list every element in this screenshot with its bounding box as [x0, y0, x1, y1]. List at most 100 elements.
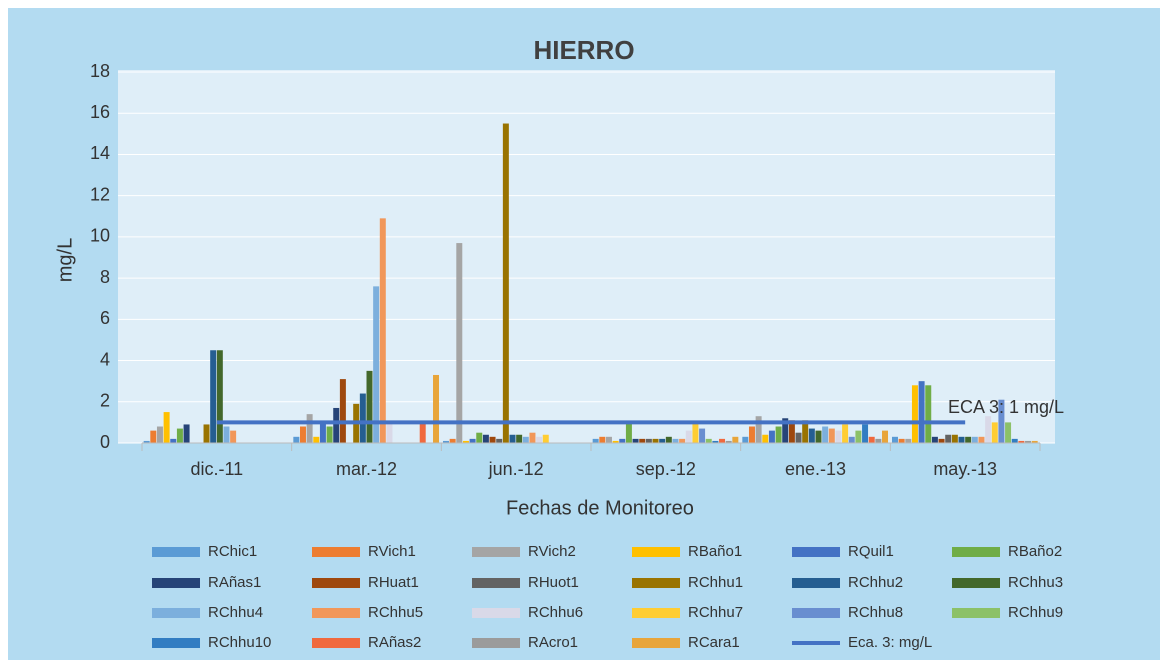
bar: [1005, 422, 1012, 443]
legend-swatch: [632, 608, 680, 618]
bar: [898, 438, 905, 443]
bar: [699, 428, 706, 443]
legend-label: RChhu3: [1008, 574, 1063, 591]
legend-label: RChhu5: [368, 604, 423, 621]
x-tick-label: sep.-12: [636, 459, 696, 479]
legend-label: RChhu4: [208, 604, 263, 621]
bar: [672, 438, 679, 443]
bar: [755, 416, 762, 443]
bar: [905, 438, 912, 443]
bar: [313, 436, 320, 443]
bar: [659, 438, 666, 443]
legend-label: RCara1: [688, 634, 740, 651]
bar: [536, 436, 543, 443]
bar: [156, 426, 163, 443]
bar: [788, 420, 795, 443]
bar: [652, 438, 659, 443]
legend-swatch: [312, 578, 360, 588]
bar: [230, 430, 237, 443]
x-tick-label: mar.-12: [336, 459, 397, 479]
bar: [496, 438, 503, 443]
bar: [998, 399, 1005, 443]
bar: [991, 422, 998, 443]
legend-label: RChhu6: [528, 604, 583, 621]
bar: [918, 381, 925, 443]
bar: [366, 370, 373, 443]
bar: [509, 434, 516, 443]
legend-label: RChic1: [208, 543, 257, 560]
bar: [299, 426, 306, 443]
bar: [782, 418, 789, 443]
bar: [815, 430, 822, 443]
bar: [605, 436, 612, 443]
bar: [775, 426, 782, 443]
annotation: ECA 3: 1 mg/L: [948, 397, 1064, 417]
bar: [965, 436, 972, 443]
legend-swatch: [312, 547, 360, 557]
bar: [868, 436, 875, 443]
x-tick-label: may.-13: [933, 459, 997, 479]
plot-area: [118, 70, 1055, 443]
bar: [712, 440, 719, 443]
bar: [542, 434, 549, 443]
bar: [925, 385, 932, 443]
chart-title: HIERRO: [533, 35, 634, 65]
bar: [333, 407, 340, 443]
legend-swatch: [952, 608, 1000, 618]
bar: [433, 374, 440, 443]
bar: [855, 430, 862, 443]
bar: [951, 434, 958, 443]
legend-label: RChhu8: [848, 604, 903, 621]
legend-swatch: [152, 608, 200, 618]
legend-swatch: [792, 578, 840, 588]
legend-swatch: [792, 608, 840, 618]
bar: [339, 379, 346, 443]
legend-swatch: [632, 638, 680, 648]
legend-swatch: [632, 578, 680, 588]
bar: [828, 428, 835, 443]
bar: [529, 432, 536, 443]
x-tick-label: jun.-12: [488, 459, 544, 479]
bar: [419, 422, 426, 443]
bar: [379, 218, 386, 443]
bar: [795, 432, 802, 443]
legend-swatch: [632, 547, 680, 557]
bar: [748, 426, 755, 443]
legend-label: RVich1: [368, 543, 416, 560]
bar: [319, 422, 326, 443]
bar: [958, 436, 965, 443]
bar: [516, 434, 523, 443]
bar: [469, 438, 476, 443]
y-axis-label: mg/L: [54, 238, 76, 282]
bar: [223, 426, 230, 443]
legend-swatch: [152, 638, 200, 648]
y-tick-label: 12: [90, 184, 110, 204]
bar: [359, 393, 366, 443]
bar: [502, 123, 509, 444]
bar: [971, 436, 978, 443]
bar: [945, 434, 952, 443]
bar: [373, 286, 380, 443]
legend-swatch: [152, 547, 200, 557]
y-tick-label: 16: [90, 102, 110, 122]
legend-label: RChhu10: [208, 634, 271, 651]
bar: [1018, 440, 1025, 443]
bar: [489, 436, 496, 443]
legend-label: RAcro1: [528, 634, 578, 651]
bar: [679, 438, 686, 443]
legend-swatch: [472, 578, 520, 588]
legend-label: RChhu9: [1008, 604, 1063, 621]
x-tick-label: ene.-13: [785, 459, 846, 479]
bar: [176, 428, 183, 443]
y-tick-label: 6: [100, 308, 110, 328]
legend-label: RBaño2: [1008, 543, 1062, 560]
legend-swatch: [312, 608, 360, 618]
legend-swatch: [312, 638, 360, 648]
bar: [619, 438, 626, 443]
bar: [522, 436, 529, 443]
bar: [183, 424, 190, 443]
bar: [592, 438, 599, 443]
legend-swatch: [952, 547, 1000, 557]
y-tick-label: 2: [100, 391, 110, 411]
